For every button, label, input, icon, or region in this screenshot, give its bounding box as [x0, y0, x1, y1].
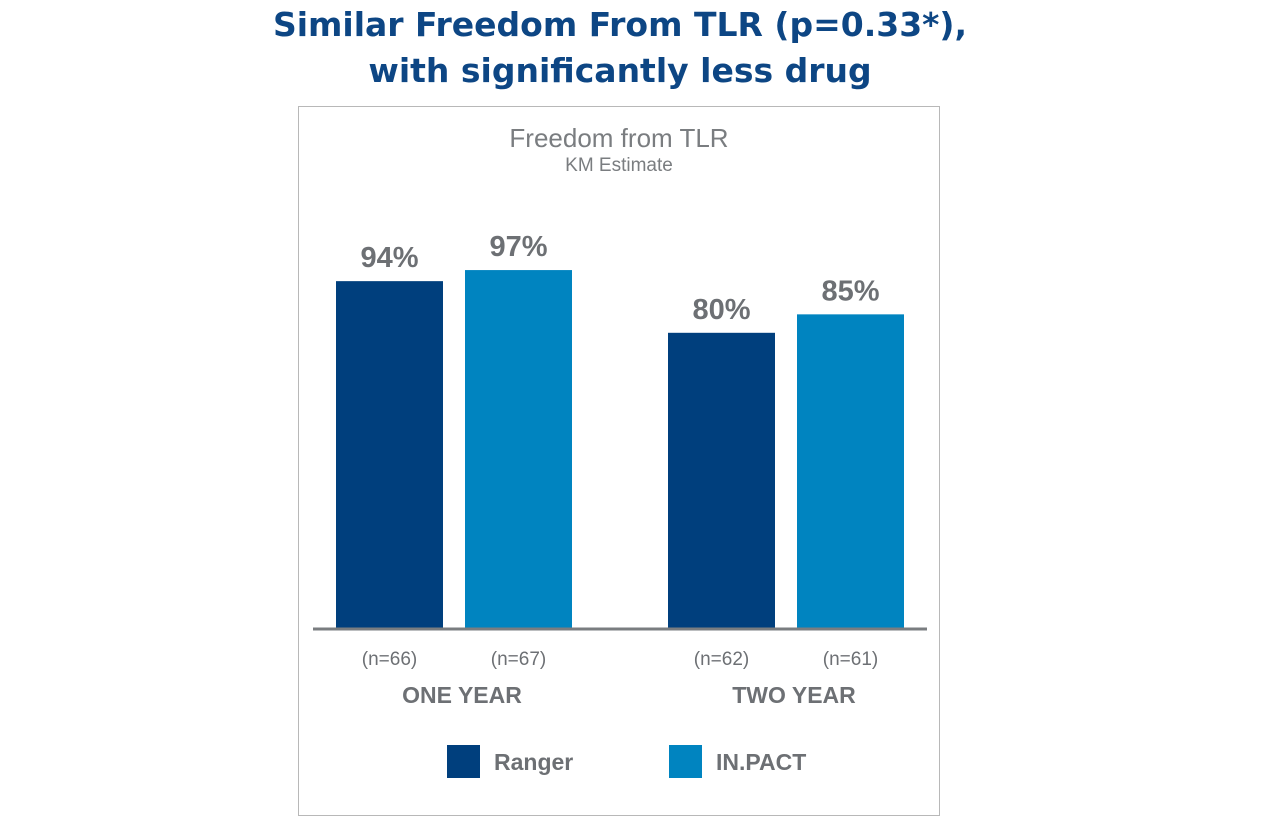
n-label-ranger-one-year: (n=66): [362, 649, 417, 670]
headline: Similar Freedom From TLR (p=0.33*), with…: [0, 2, 1240, 94]
bar-ranger-one-year: [336, 281, 443, 628]
n-label-inpact-two-year: (n=61): [823, 649, 878, 670]
chart-subtitle: KM Estimate: [565, 155, 673, 176]
bar-chart: 94% (n=66) 97% (n=67) ONE YEAR 80% (n=62) 85% (n…: [313, 231, 927, 708]
legend-swatch-ranger: [447, 745, 480, 778]
legend-label-inpact: IN.PACT: [716, 749, 807, 775]
chart-title: Freedom from TLR: [509, 123, 729, 153]
chart-legend: Ranger IN.PACT: [299, 745, 939, 779]
headline-line-2: with significantly less drug: [368, 51, 872, 90]
legend-swatch-inpact: [669, 745, 702, 778]
data-label-inpact-one-year: 97%: [489, 231, 547, 263]
data-label-ranger-two-year: 80%: [692, 294, 750, 326]
category-label-one-year: ONE YEAR: [402, 682, 522, 708]
headline-line-1: Similar Freedom From TLR (p=0.33*),: [272, 5, 968, 44]
bar-inpact-two-year: [797, 314, 904, 628]
bar-inpact-one-year: [465, 270, 572, 628]
chart-panel: Freedom from TLR KM Estimate 94% (n=66) 97…: [298, 106, 940, 816]
legend-label-ranger: Ranger: [494, 749, 574, 775]
data-label-inpact-two-year: 85%: [821, 275, 879, 307]
n-label-ranger-two-year: (n=62): [694, 649, 749, 670]
data-label-ranger-one-year: 94%: [360, 242, 418, 274]
bar-ranger-two-year: [668, 332, 775, 628]
n-label-inpact-one-year: (n=67): [491, 649, 546, 670]
category-label-two-year: TWO YEAR: [732, 682, 856, 708]
